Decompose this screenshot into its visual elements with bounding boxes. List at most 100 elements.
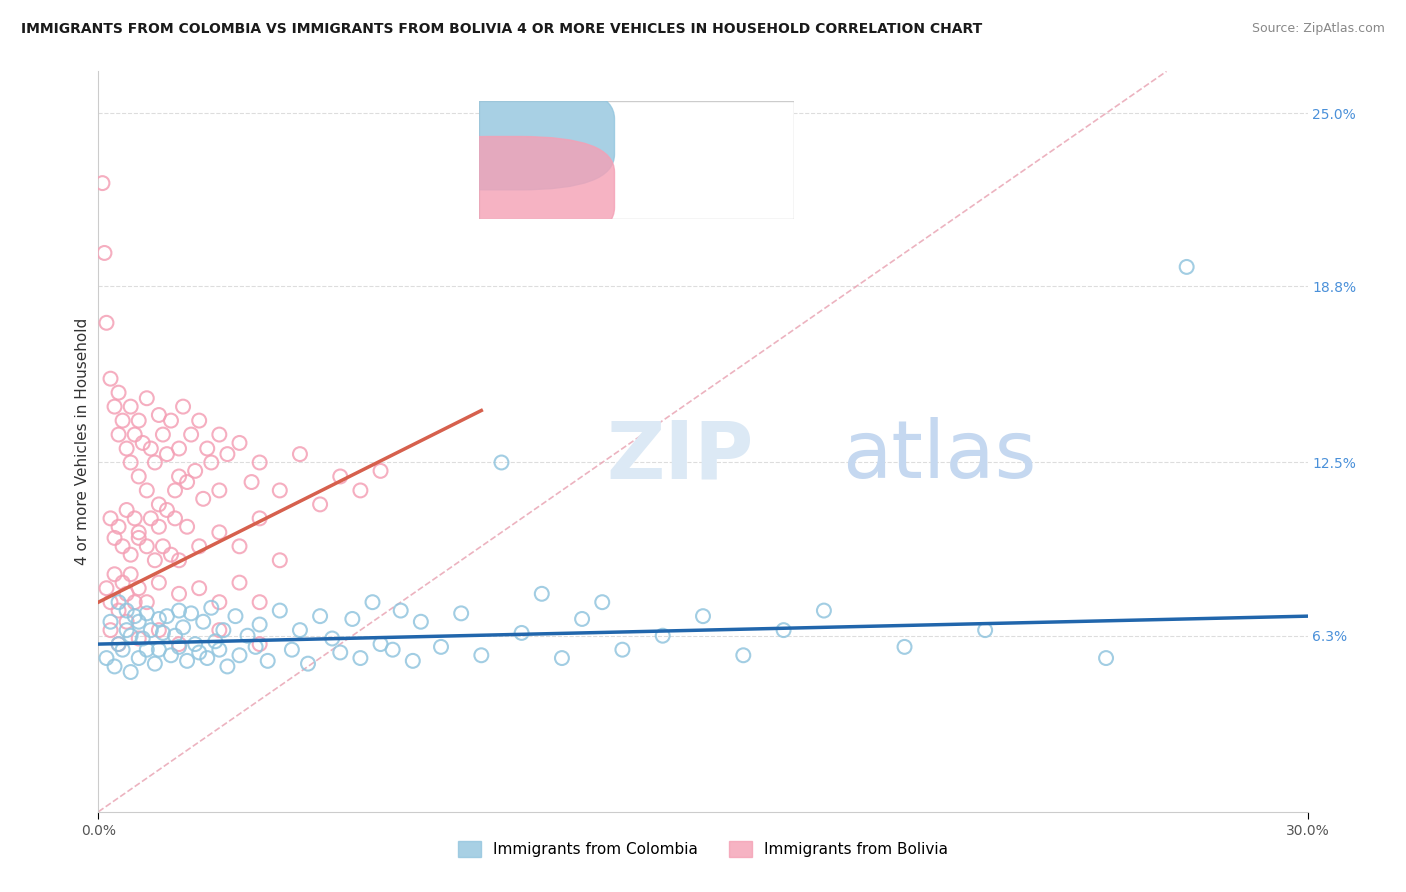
Point <box>139 511 162 525</box>
Point <box>172 400 194 414</box>
Point <box>240 475 263 489</box>
Point <box>193 615 215 629</box>
Point <box>100 372 122 386</box>
Point <box>195 651 218 665</box>
Point <box>103 659 125 673</box>
Point <box>491 455 513 469</box>
Point <box>381 642 404 657</box>
Point <box>349 651 371 665</box>
Point <box>148 575 170 590</box>
Point <box>228 436 250 450</box>
Point <box>128 632 150 646</box>
Point <box>733 648 755 663</box>
Point <box>974 623 997 637</box>
Point <box>321 632 343 646</box>
Point <box>217 659 239 673</box>
Point <box>1175 260 1198 274</box>
Point <box>167 640 190 654</box>
Point <box>167 469 190 483</box>
Point <box>249 617 271 632</box>
Point <box>208 525 231 540</box>
Point <box>107 385 129 400</box>
Point <box>115 623 138 637</box>
Point <box>115 615 138 629</box>
Point <box>208 483 231 498</box>
Point <box>132 436 155 450</box>
Point <box>249 595 271 609</box>
Point <box>128 615 150 629</box>
Point <box>143 657 166 671</box>
Point <box>167 637 190 651</box>
Point <box>200 455 222 469</box>
Point <box>152 427 174 442</box>
Point <box>120 455 142 469</box>
Point <box>148 623 170 637</box>
Point <box>143 553 166 567</box>
Point <box>115 442 138 456</box>
Point <box>551 651 574 665</box>
Point <box>135 483 157 498</box>
Point <box>228 539 250 553</box>
Point <box>180 607 202 621</box>
Point <box>212 623 235 637</box>
Point <box>204 634 226 648</box>
Point <box>309 609 332 624</box>
Point <box>269 483 291 498</box>
Point <box>160 648 183 663</box>
Point <box>120 567 142 582</box>
Point <box>249 511 271 525</box>
Point <box>111 539 134 553</box>
Point <box>124 511 146 525</box>
Y-axis label: 4 or more Vehicles in Household: 4 or more Vehicles in Household <box>75 318 90 566</box>
Point <box>163 483 186 498</box>
Point <box>160 548 183 562</box>
Point <box>148 642 170 657</box>
Point <box>510 626 533 640</box>
Point <box>135 595 157 609</box>
Point <box>184 637 207 651</box>
Point <box>148 612 170 626</box>
Point <box>156 609 179 624</box>
Point <box>148 520 170 534</box>
Point <box>124 595 146 609</box>
Point <box>135 391 157 405</box>
Point <box>103 400 125 414</box>
Point <box>96 316 118 330</box>
Point <box>93 246 115 260</box>
Point <box>1095 651 1118 665</box>
Point <box>342 612 364 626</box>
Point <box>135 607 157 621</box>
Point <box>128 531 150 545</box>
Point <box>180 427 202 442</box>
Point <box>100 623 122 637</box>
Point <box>772 623 794 637</box>
Legend: Immigrants from Colombia, Immigrants from Bolivia: Immigrants from Colombia, Immigrants fro… <box>453 835 953 863</box>
Point <box>143 455 166 469</box>
Point <box>195 442 218 456</box>
Point <box>249 455 271 469</box>
Point <box>361 595 384 609</box>
Point <box>148 497 170 511</box>
Point <box>288 623 311 637</box>
Point <box>152 539 174 553</box>
Point <box>111 642 134 657</box>
Point <box>96 651 118 665</box>
Point <box>329 645 352 659</box>
Point <box>813 603 835 617</box>
Point <box>269 603 291 617</box>
Point <box>208 427 231 442</box>
Point <box>128 581 150 595</box>
Point <box>100 511 122 525</box>
Point <box>167 442 190 456</box>
Point <box>571 612 593 626</box>
Point <box>450 607 472 621</box>
Point <box>176 520 198 534</box>
Point <box>107 637 129 651</box>
Point <box>148 408 170 422</box>
Point <box>160 414 183 428</box>
Point <box>135 539 157 553</box>
Point <box>111 414 134 428</box>
Point <box>152 626 174 640</box>
Point <box>176 475 198 489</box>
Point <box>530 587 553 601</box>
